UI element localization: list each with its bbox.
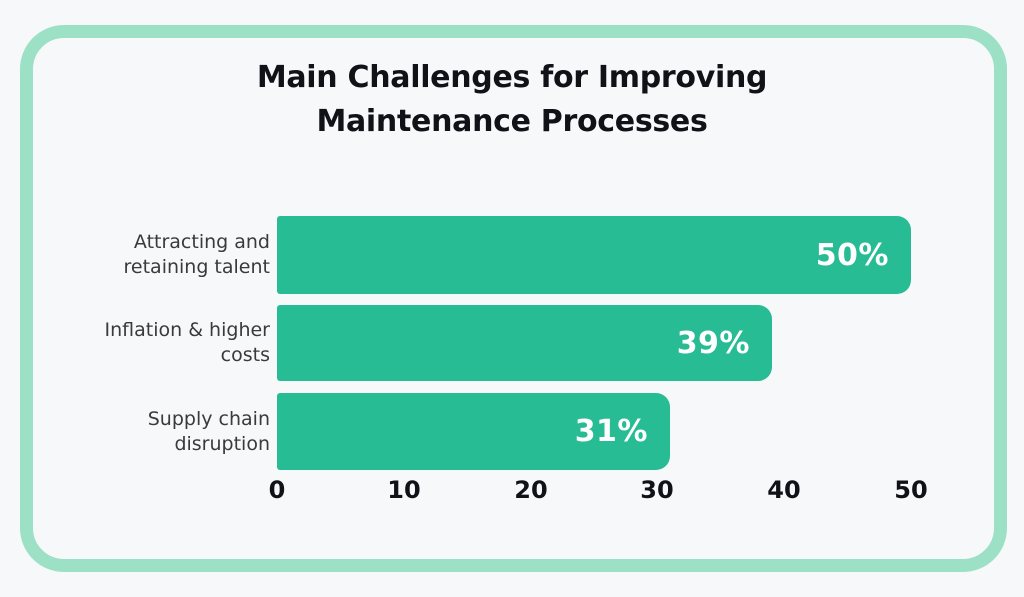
category-label: Supply chain disruption [147,407,270,455]
bar-inflation-higher-costs: 39% [277,305,772,381]
bar-attracting-retaining-talent: 50% [277,216,911,294]
bar-supply-chain-disruption: 31% [277,393,670,470]
category-label: Inflation & higher costs [104,319,270,366]
x-axis-tick: 50 [894,476,928,504]
x-axis-tick: 10 [387,476,421,504]
bar-row-inflation-higher-costs: Inflation & higher costs 39% [0,305,1024,381]
x-axis-tick: 40 [767,476,801,504]
category-label: Attracting and retaining talent [123,231,270,278]
bar-row-attracting-retaining-talent: Attracting and retaining talent 50% [0,216,1024,294]
bar-value-label: 50% [815,237,889,273]
x-axis-tick: 30 [640,476,674,504]
bar-value-label: 31% [574,414,648,449]
chart-title-line1: Main Challenges for Improving [256,60,768,95]
chart-title: Main Challenges for Improving Maintenanc… [0,56,1024,144]
card-border [20,25,1007,572]
x-axis-tick: 20 [514,476,548,504]
x-axis: 0 10 20 30 40 50 [269,476,937,506]
chart-title-line2: Maintenance Processes [316,104,708,139]
bar-row-supply-chain-disruption: Supply chain disruption 31% [0,393,1024,470]
bar-value-label: 39% [676,325,750,361]
x-axis-tick: 0 [268,476,286,504]
